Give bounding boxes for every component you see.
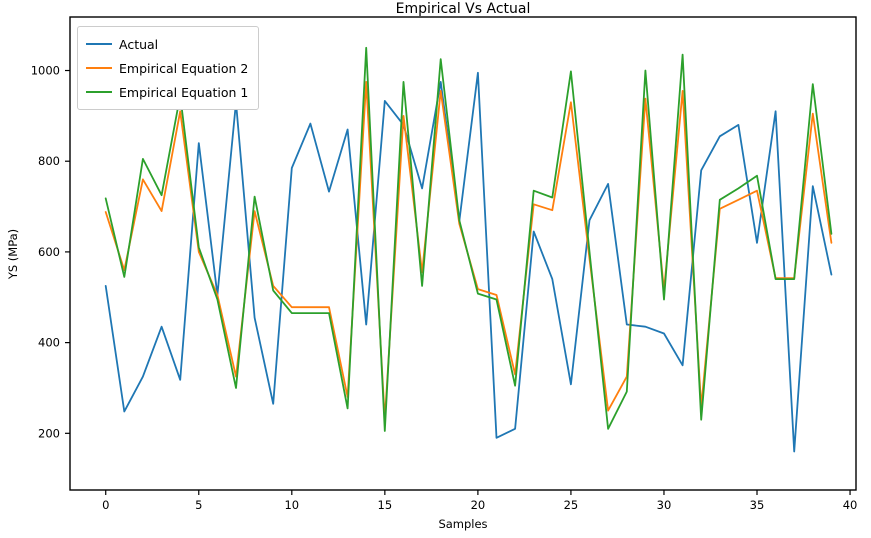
y-tick-label: 600	[38, 245, 60, 259]
x-tick-label: 0	[102, 498, 109, 512]
x-tick-label: 10	[284, 498, 299, 512]
legend-line-swatch	[86, 91, 112, 93]
x-tick-label: 5	[195, 498, 202, 512]
legend-item-empirical-equation-2: Empirical Equation 2	[86, 56, 248, 80]
y-axis-label: YS (MPa)	[6, 228, 20, 280]
series-line-empirical-equation-2	[104, 81, 833, 421]
legend-item-empirical-equation-1: Empirical Equation 1	[86, 80, 248, 104]
y-tick-label: 1000	[31, 64, 60, 78]
x-tick-label: 30	[657, 498, 672, 512]
legend-line-swatch	[86, 67, 112, 69]
series-line-empirical-equation-1	[104, 46, 833, 432]
x-tick-label: 40	[843, 498, 858, 512]
series-line-actual	[104, 71, 833, 453]
x-tick-label: 25	[564, 498, 579, 512]
y-tick-label: 200	[38, 426, 60, 440]
legend-line-swatch	[86, 43, 112, 45]
legend-label: Empirical Equation 2	[119, 60, 249, 76]
legend-label: Actual	[119, 36, 159, 52]
x-tick-label: 15	[378, 498, 393, 512]
chart-title: Empirical Vs Actual	[395, 1, 531, 17]
y-tick-label: 400	[38, 336, 60, 350]
legend-box: Actual Empirical Equation 2 Empirical Equa…	[77, 26, 260, 110]
x-tick-label: 35	[750, 498, 765, 512]
y-tick-label: 800	[38, 154, 60, 168]
axes-frame	[69, 16, 857, 491]
x-tick-label: 20	[471, 498, 486, 512]
legend-label: Empirical Equation 1	[119, 84, 249, 100]
x-axis-label: Samples	[438, 517, 488, 531]
legend-item-actual: Actual	[86, 32, 248, 56]
